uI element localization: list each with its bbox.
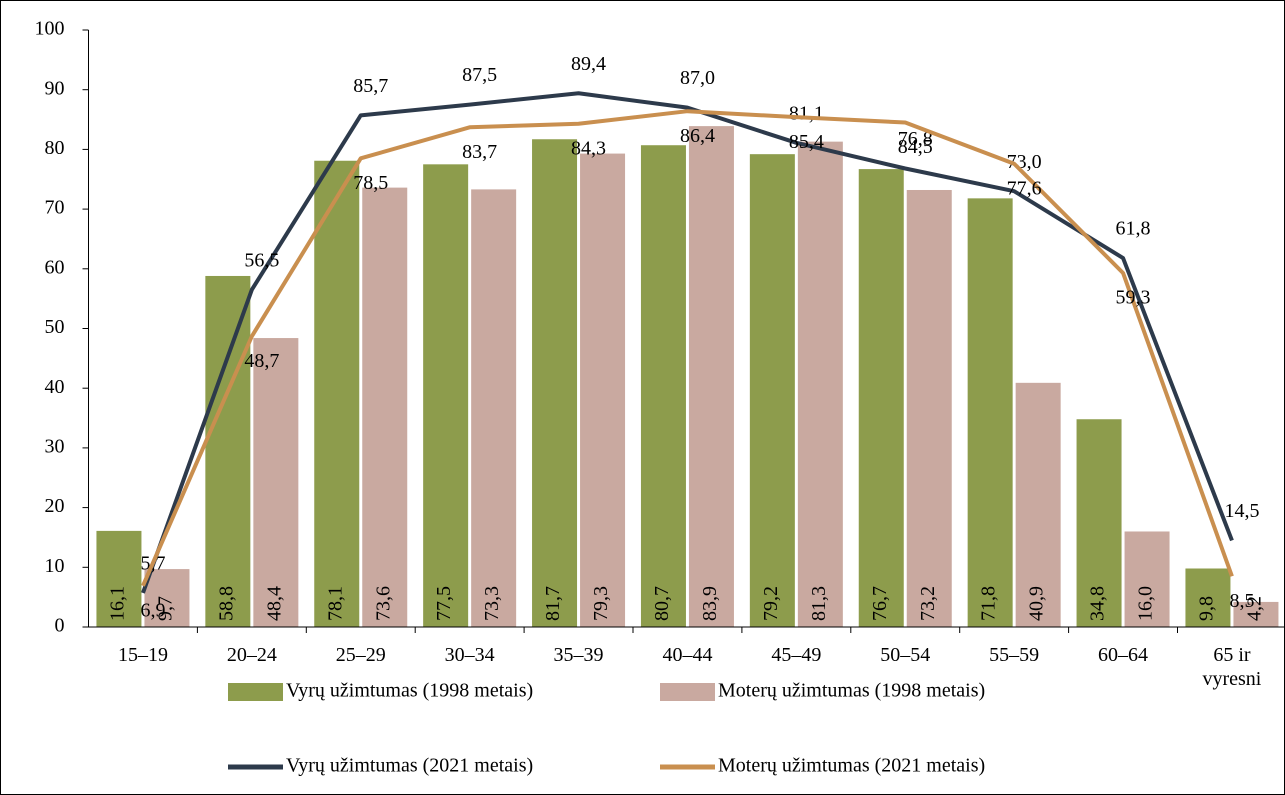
- bar-value-label: 83,9: [699, 586, 721, 621]
- legend-swatch: [228, 683, 283, 701]
- legend-label: Vyrų užimtumas (1998 metais): [286, 680, 533, 702]
- bar: [471, 189, 517, 628]
- bar-value-label: 73,6: [372, 586, 394, 621]
- line-value-label: 87,0: [680, 67, 715, 89]
- line-value-label: 59,3: [1116, 287, 1151, 309]
- bar-value-label: 79,2: [760, 586, 782, 621]
- y-tick-label: 40: [45, 376, 65, 398]
- legend-label: Vyrų užimtumas (2021 metais): [286, 755, 533, 777]
- line-value-label: 86,4: [680, 125, 715, 147]
- y-tick-label: 80: [45, 137, 65, 159]
- x-tick-label: 65 ir vyresni: [1202, 644, 1262, 690]
- bar-value-label: 80,7: [651, 586, 673, 621]
- x-tick-label: 45–49: [771, 644, 822, 666]
- bar: [532, 139, 578, 627]
- x-tick-label: 15–19: [117, 644, 168, 666]
- bar: [96, 530, 142, 627]
- bar: [144, 569, 190, 627]
- y-tick-label: 100: [35, 18, 65, 40]
- bar: [1233, 601, 1279, 627]
- x-tick-label: 55–59: [989, 644, 1040, 666]
- bar-value-label: 40,9: [1026, 586, 1048, 621]
- y-tick-label: 20: [45, 495, 65, 517]
- x-tick-label: 40–44: [662, 644, 713, 666]
- bar-value-label: 16,1: [107, 586, 129, 621]
- bar: [640, 145, 686, 627]
- bar: [906, 189, 952, 627]
- x-tick-label: 60–64: [1098, 644, 1149, 666]
- y-tick-label: 10: [45, 555, 65, 577]
- y-tick-label: 70: [45, 197, 65, 219]
- x-tick-label: 35–39: [553, 644, 604, 666]
- bar-value-label: 9,7: [155, 596, 177, 621]
- line-value-label: 84,5: [898, 136, 933, 158]
- x-tick-label: 25–29: [335, 644, 386, 666]
- bar-value-label: 77,5: [433, 586, 455, 621]
- line-value-label: 61,8: [1116, 218, 1151, 240]
- line-value-label: 87,5: [462, 64, 497, 86]
- line-value-label: 14,5: [1224, 500, 1259, 522]
- line-value-label: 8,5: [1229, 590, 1254, 612]
- line-value-label: 83,7: [462, 141, 497, 163]
- bar-value-label: 34,8: [1087, 586, 1109, 621]
- line-value-label: 56,5: [244, 249, 279, 271]
- line-value-label: 48,7: [244, 350, 279, 372]
- y-tick-label: 0: [55, 615, 65, 637]
- y-tick-label: 30: [45, 435, 65, 457]
- bar: [749, 154, 795, 627]
- bar-value-label: 81,3: [808, 586, 830, 621]
- line-value-label: 77,6: [1007, 177, 1042, 199]
- x-tick-label: 30–34: [444, 644, 495, 666]
- bar-value-label: 78,1: [324, 586, 346, 621]
- bar: [1076, 419, 1122, 627]
- bar-value-label: 16,0: [1135, 586, 1157, 621]
- bar: [858, 169, 904, 627]
- plot: 16,1 58,8 78,1 77,5 81,7 80,7 79,2 76,7 71,8 34,8…: [96, 53, 1279, 628]
- line: [141, 91, 1234, 594]
- y-tick-label: 50: [45, 316, 65, 338]
- bar: [1015, 382, 1061, 627]
- bar-value-label: 73,3: [481, 586, 503, 621]
- line-value-label: 85,4: [789, 131, 824, 153]
- bar-value-label: 48,4: [263, 586, 285, 621]
- bar-value-label: 71,8: [978, 586, 1000, 621]
- bar: [205, 275, 251, 627]
- bar: [314, 160, 360, 628]
- bar-value-label: 9,8: [1196, 596, 1218, 621]
- line: [141, 109, 1234, 587]
- line-value-label: 6,9: [140, 599, 165, 621]
- bar: [580, 153, 626, 628]
- line-value-label: 84,3: [571, 137, 606, 159]
- bar-value-label: 73,2: [917, 586, 939, 621]
- line-value-label: 81,1: [789, 102, 824, 124]
- legend-swatch: [660, 683, 715, 701]
- bar: [1185, 568, 1231, 627]
- line-value-label: 78,5: [353, 172, 388, 194]
- line-value-label: 89,4: [571, 53, 606, 75]
- bar: [253, 338, 299, 627]
- bar: [362, 187, 408, 627]
- y-tick-label: 90: [45, 77, 65, 99]
- bar-value-label: 81,7: [542, 586, 564, 621]
- bar: [423, 164, 469, 627]
- bar: [967, 198, 1013, 627]
- bar-value-label: 79,3: [590, 586, 612, 621]
- line-value-label: 76,8: [898, 128, 933, 150]
- line-value-label: 85,7: [353, 75, 388, 97]
- legend-label: Moterų užimtumas (1998 metais): [718, 680, 985, 702]
- bar: [688, 126, 734, 627]
- bar-value-label: 4,2: [1244, 596, 1266, 621]
- x-tick-label: 50–54: [880, 644, 931, 666]
- bar: [797, 141, 843, 627]
- bar-value-label: 58,8: [215, 586, 237, 621]
- bar-value-label: 76,7: [869, 586, 891, 621]
- y-tick-label: 60: [45, 256, 65, 278]
- bar: [1124, 531, 1170, 627]
- x-tick-label: 20–24: [226, 644, 277, 666]
- legend-label: Moterų užimtumas (2021 metais): [718, 755, 985, 777]
